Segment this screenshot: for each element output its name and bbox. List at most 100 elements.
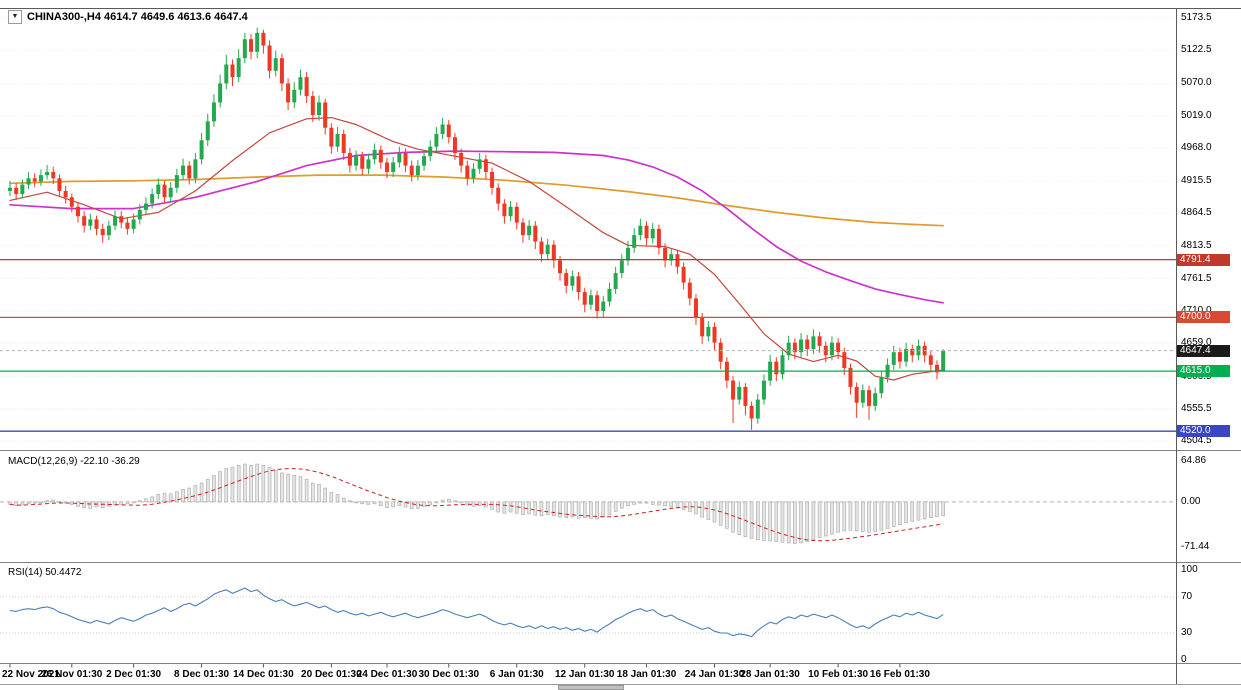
macd-histogram-bar	[193, 485, 198, 503]
candle-body	[582, 292, 587, 305]
candle-body	[842, 352, 847, 368]
macd-histogram-bar	[539, 501, 544, 517]
candle-body	[626, 247, 630, 261]
candle-body	[298, 77, 303, 90]
macd-histogram-bar	[817, 501, 822, 539]
candle-body	[836, 342, 841, 353]
macd-histogram-bar	[131, 501, 136, 504]
candle-body	[823, 345, 828, 356]
macd-histogram-bar	[929, 501, 933, 518]
candle-body	[125, 222, 130, 229]
candle-body	[181, 165, 186, 176]
candle-body	[817, 336, 822, 346]
macd-histogram-bar	[409, 501, 414, 510]
candle-body	[607, 288, 612, 302]
macd-histogram-bar	[663, 501, 667, 507]
candle-body	[310, 96, 315, 116]
macd-histogram-bar	[57, 500, 62, 503]
macd-histogram-bar	[786, 501, 791, 544]
macd-histogram-bar	[137, 500, 142, 503]
candle-body	[675, 254, 680, 267]
macd-histogram-bar	[867, 501, 871, 533]
candle-body	[786, 342, 791, 356]
macd-histogram-bar	[144, 498, 148, 503]
candle-body	[663, 247, 668, 261]
macd-histogram-bar	[638, 501, 643, 504]
candle-body	[508, 206, 513, 217]
macd-histogram-bar	[842, 501, 847, 532]
macd-histogram-bar	[527, 501, 531, 515]
candle-body	[638, 225, 643, 236]
symbol-dropdown-icon[interactable]: ▼	[8, 10, 22, 24]
macd-histogram-bar	[440, 499, 445, 503]
macd-histogram-bar	[360, 501, 365, 505]
candle-body	[601, 301, 606, 312]
candle-body	[731, 380, 736, 400]
macd-histogram-bar	[249, 465, 253, 503]
candle-body	[45, 171, 50, 176]
candle-body	[879, 377, 884, 394]
chart-title: ▼ CHINA300-,H4 4614.7 4649.6 4613.6 4647…	[8, 10, 248, 24]
candle-body	[422, 156, 427, 166]
candle-body	[539, 241, 544, 255]
candle-body	[292, 89, 297, 103]
macd-histogram-bar	[632, 501, 636, 505]
candle-body	[873, 393, 878, 406]
macd-histogram-bar	[119, 501, 124, 505]
candle-body	[799, 339, 804, 353]
candle-body	[897, 352, 902, 362]
macd-histogram-bar	[774, 501, 779, 542]
candle-body	[749, 405, 754, 419]
macd-histogram-bar	[311, 482, 315, 503]
candle-body	[26, 178, 31, 185]
candle-body	[718, 342, 723, 362]
candle-body	[848, 367, 853, 387]
macd-histogram-bar	[243, 463, 247, 503]
candle-body	[650, 228, 655, 239]
candle-body	[514, 206, 519, 223]
macd-histogram-bar	[187, 487, 192, 503]
macd-histogram-bar	[82, 501, 86, 508]
macd-histogram-bar	[280, 472, 284, 503]
candle-body	[75, 206, 80, 217]
macd-histogram-bar	[626, 501, 630, 507]
candle-body	[415, 165, 420, 176]
time-scale[interactable]	[0, 664, 1176, 684]
macd-histogram-bar	[446, 499, 451, 503]
candle-body	[347, 152, 352, 166]
candle-body	[174, 175, 179, 188]
macd-histogram-bar	[910, 501, 915, 522]
candle-body	[143, 203, 148, 210]
candle-body	[360, 156, 365, 169]
candle-body	[397, 152, 402, 163]
macd-histogram-bar	[32, 501, 37, 504]
macd-histogram-bar	[700, 501, 704, 518]
candle-body	[218, 83, 223, 103]
candle-body	[32, 178, 37, 182]
macd-histogram-bar	[175, 491, 179, 503]
candle-body	[113, 216, 118, 226]
candle-body	[38, 175, 43, 182]
candle-body	[230, 64, 235, 78]
macd-histogram-bar	[780, 501, 785, 543]
candle-body	[286, 83, 291, 103]
candle-body	[236, 58, 241, 78]
candle-body	[224, 64, 229, 84]
macd-histogram-bar	[885, 501, 890, 529]
candle-body	[755, 399, 760, 419]
macd-histogram-bar	[453, 500, 457, 503]
candle-body	[829, 342, 834, 356]
rsi-line	[9, 587, 944, 638]
macd-histogram-bar	[125, 501, 130, 505]
candle-body	[51, 171, 56, 179]
candle-body	[131, 219, 136, 229]
macd-histogram-bar	[459, 501, 463, 504]
candle-body	[576, 276, 581, 293]
candle-body	[94, 219, 99, 229]
candle-body	[187, 165, 192, 179]
candle-body	[805, 339, 810, 350]
horizontal-scrollbar-thumb[interactable]	[558, 685, 624, 690]
price-scale[interactable]	[1177, 9, 1241, 663]
macd-histogram-bar	[218, 471, 222, 503]
